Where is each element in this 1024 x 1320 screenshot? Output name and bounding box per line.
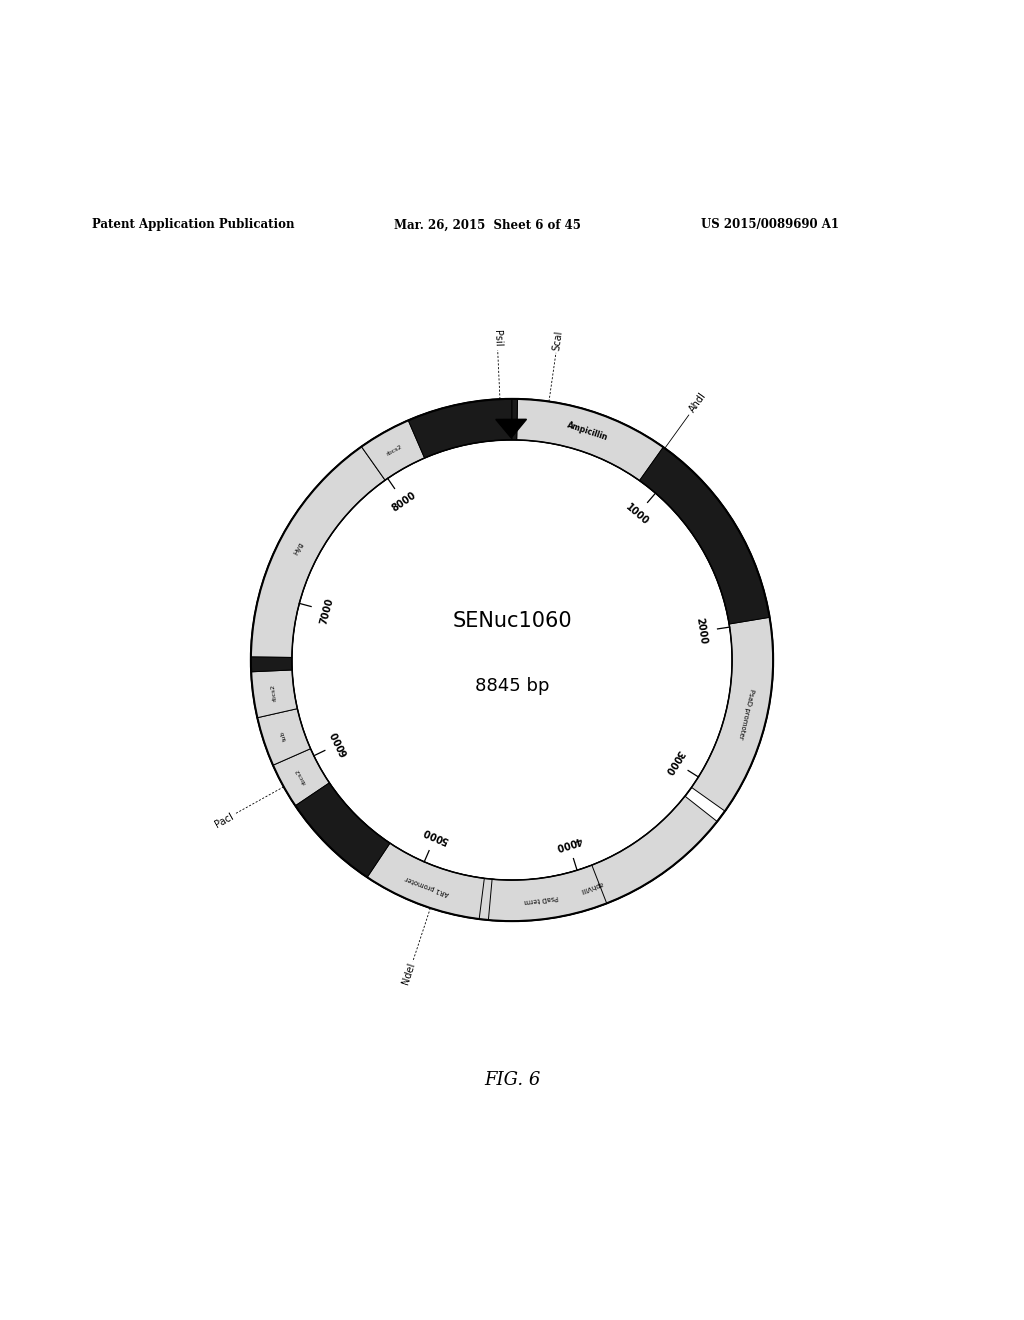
Text: rbcs2: rbcs2 [270, 684, 278, 701]
Text: ScaI: ScaI [551, 330, 564, 351]
Wedge shape [409, 399, 512, 458]
Wedge shape [295, 783, 390, 878]
Text: 2000: 2000 [694, 618, 709, 645]
Wedge shape [251, 671, 297, 718]
Text: NdeI: NdeI [400, 961, 417, 986]
Wedge shape [251, 446, 385, 657]
Text: PsaD promoter: PsaD promoter [737, 688, 756, 739]
Text: 8845 bp: 8845 bp [475, 677, 549, 694]
Text: 6000: 6000 [329, 729, 350, 758]
Text: 1000: 1000 [624, 502, 650, 528]
Wedge shape [452, 796, 717, 921]
Text: PsiI: PsiI [492, 329, 503, 346]
Wedge shape [512, 399, 517, 440]
Wedge shape [640, 447, 770, 624]
Text: AhdI: AhdI [687, 391, 709, 414]
Text: PsaD term: PsaD term [524, 894, 559, 904]
Text: 4000: 4000 [554, 834, 583, 851]
Text: 3000: 3000 [663, 747, 686, 776]
Text: rbcs2: rbcs2 [385, 444, 403, 457]
Text: 5000: 5000 [421, 825, 450, 846]
Wedge shape [368, 843, 484, 919]
Text: Ampicillin: Ampicillin [566, 421, 609, 442]
Text: aphVIII: aphVIII [579, 880, 603, 894]
Text: AR1 promoter: AR1 promoter [404, 874, 450, 896]
Text: 7000: 7000 [318, 597, 335, 626]
Wedge shape [517, 399, 664, 480]
Text: rbcs2: rbcs2 [295, 767, 307, 785]
Text: 8000: 8000 [390, 490, 418, 513]
Text: US 2015/0089690 A1: US 2015/0089690 A1 [701, 218, 840, 231]
Wedge shape [273, 748, 330, 805]
Wedge shape [361, 420, 425, 480]
Wedge shape [251, 657, 292, 672]
Text: FIG. 6: FIG. 6 [483, 1071, 541, 1089]
Wedge shape [257, 709, 310, 766]
Wedge shape [691, 618, 773, 810]
Text: tub: tub [280, 730, 288, 742]
Text: Patent Application Publication: Patent Application Publication [92, 218, 295, 231]
Text: SENuc1060: SENuc1060 [453, 611, 571, 631]
Wedge shape [488, 865, 606, 921]
Text: PacI: PacI [213, 810, 234, 829]
Polygon shape [496, 420, 526, 438]
Text: Hyg: Hyg [293, 541, 305, 556]
Text: Mar. 26, 2015  Sheet 6 of 45: Mar. 26, 2015 Sheet 6 of 45 [394, 218, 581, 231]
